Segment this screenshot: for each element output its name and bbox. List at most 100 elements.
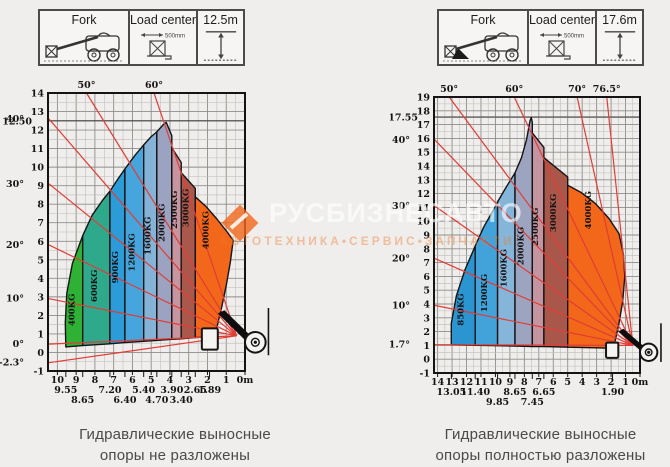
svg-text:1: 1 <box>423 341 430 352</box>
svg-text:-1: -1 <box>33 367 44 378</box>
svg-text:7: 7 <box>110 375 117 386</box>
fork-cell-right: Fork <box>439 11 529 64</box>
svg-text:-1: -1 <box>419 369 430 380</box>
svg-text:60°: 60° <box>145 80 163 91</box>
svg-text:8.65: 8.65 <box>503 387 526 398</box>
load-center-icon: 500mm <box>540 33 584 60</box>
svg-text:14: 14 <box>417 162 431 173</box>
caption-left: Гидравлические выносные опоры не разложе… <box>30 424 320 466</box>
svg-text:8: 8 <box>423 244 430 255</box>
svg-text:9.85: 9.85 <box>486 397 509 408</box>
height-cell-left: 12.5m <box>198 11 243 64</box>
svg-text:30°: 30° <box>392 201 410 212</box>
svg-text:4000KG: 4000KG <box>584 191 594 229</box>
svg-text:2500KG: 2500KG <box>531 208 541 246</box>
svg-text:19: 19 <box>417 93 431 104</box>
svg-text:1600KG: 1600KG <box>144 217 154 255</box>
svg-text:2000KG: 2000KG <box>517 227 527 265</box>
svg-text:1.89: 1.89 <box>198 385 222 396</box>
svg-text:4: 4 <box>423 300 430 311</box>
svg-text:10°: 10° <box>392 300 410 311</box>
svg-text:5: 5 <box>423 286 430 297</box>
svg-text:17: 17 <box>417 120 430 131</box>
spec-header-right: Fork Load center 500mm 17.6m <box>437 9 644 66</box>
svg-text:5: 5 <box>564 377 571 388</box>
svg-text:6: 6 <box>550 377 557 388</box>
svg-text:3: 3 <box>37 292 44 303</box>
svg-text:13: 13 <box>445 377 458 388</box>
svg-text:900KG: 900KG <box>111 251 121 283</box>
svg-text:20°: 20° <box>6 240 24 251</box>
svg-text:400KG: 400KG <box>68 294 78 326</box>
height-arrow-icon <box>203 31 238 61</box>
svg-text:3.40: 3.40 <box>170 395 194 406</box>
svg-text:3: 3 <box>185 375 192 386</box>
svg-text:3: 3 <box>423 313 430 324</box>
svg-text:76.5°: 76.5° <box>593 84 621 95</box>
svg-text:60°: 60° <box>505 84 523 95</box>
svg-text:1600KG: 1600KG <box>499 249 509 287</box>
svg-text:4.70: 4.70 <box>145 395 169 406</box>
telehandler-icon <box>44 32 124 62</box>
svg-text:10: 10 <box>31 163 45 174</box>
fork-cell-left: Fork <box>40 11 130 64</box>
svg-text:6: 6 <box>37 237 44 248</box>
svg-text:8: 8 <box>92 375 99 386</box>
svg-text:14: 14 <box>431 377 445 388</box>
svg-text:1: 1 <box>622 377 629 388</box>
svg-text:6.65: 6.65 <box>532 387 555 398</box>
load-center-cell-left: Load center 500mm <box>130 11 198 64</box>
svg-text:11.40: 11.40 <box>460 387 490 398</box>
svg-text:1.7°: 1.7° <box>390 340 410 351</box>
caption-left-line1: Гидравлические выносные <box>79 426 271 443</box>
svg-text:2.65: 2.65 <box>184 385 207 396</box>
svg-text:0: 0 <box>37 348 44 359</box>
load-chart-outriggers-extended: 1.7° 10° 20° 30° 40° 50° 60° 70° 76.5° 850KG 1200K… <box>390 84 662 408</box>
load-chart-outriggers-retracted: -2.3° 0° 10° 20° 30° 40° 50° 60° 400KG 600KG 900KG… <box>0 80 270 406</box>
svg-text:1200KG: 1200KG <box>128 233 138 271</box>
svg-text:13.05: 13.05 <box>436 387 466 398</box>
svg-text:50°: 50° <box>440 84 458 95</box>
svg-text:13: 13 <box>417 175 430 186</box>
svg-text:9: 9 <box>37 181 44 192</box>
svg-text:4: 4 <box>167 375 174 386</box>
svg-text:40°: 40° <box>392 135 410 146</box>
svg-text:12: 12 <box>460 377 473 388</box>
load-center-dim: 500mm <box>564 34 584 40</box>
load-center-icon: 500mm <box>141 33 185 60</box>
svg-text:1200KG: 1200KG <box>480 274 490 312</box>
svg-text:7: 7 <box>535 377 542 388</box>
svg-text:70°: 70° <box>568 84 586 95</box>
svg-text:3000KG: 3000KG <box>549 194 559 232</box>
caption-left-line2: опоры не разложены <box>99 447 251 464</box>
svg-text:10: 10 <box>417 217 431 228</box>
svg-text:7.20: 7.20 <box>98 385 122 396</box>
svg-text:11: 11 <box>417 203 430 214</box>
svg-text:850KG: 850KG <box>457 293 467 325</box>
svg-text:3: 3 <box>593 377 600 388</box>
svg-text:16: 16 <box>417 134 431 145</box>
svg-text:8.65: 8.65 <box>71 395 94 406</box>
svg-text:11: 11 <box>474 377 487 388</box>
load-center-dim: 500mm <box>165 34 185 40</box>
svg-text:0m: 0m <box>632 377 649 388</box>
svg-text:12: 12 <box>31 126 44 137</box>
load-center-label: Load center <box>129 13 197 27</box>
svg-text:0°: 0° <box>13 339 24 350</box>
svg-text:5: 5 <box>37 255 44 266</box>
svg-text:2500KG: 2500KG <box>170 191 180 229</box>
svg-text:40°: 40° <box>6 114 24 125</box>
svg-text:4: 4 <box>579 377 586 388</box>
svg-text:9: 9 <box>423 231 430 242</box>
svg-text:5: 5 <box>148 375 155 386</box>
max-height-value: 17.6m <box>602 13 637 27</box>
fork-label: Fork <box>470 13 496 27</box>
svg-text:2: 2 <box>423 327 430 338</box>
svg-text:2: 2 <box>608 377 615 388</box>
svg-text:1.90: 1.90 <box>601 387 625 398</box>
svg-text:10: 10 <box>489 377 503 388</box>
svg-text:3000KG: 3000KG <box>182 189 192 227</box>
svg-text:18: 18 <box>417 106 431 117</box>
svg-text:6.40: 6.40 <box>113 395 137 406</box>
svg-text:2: 2 <box>37 311 44 322</box>
